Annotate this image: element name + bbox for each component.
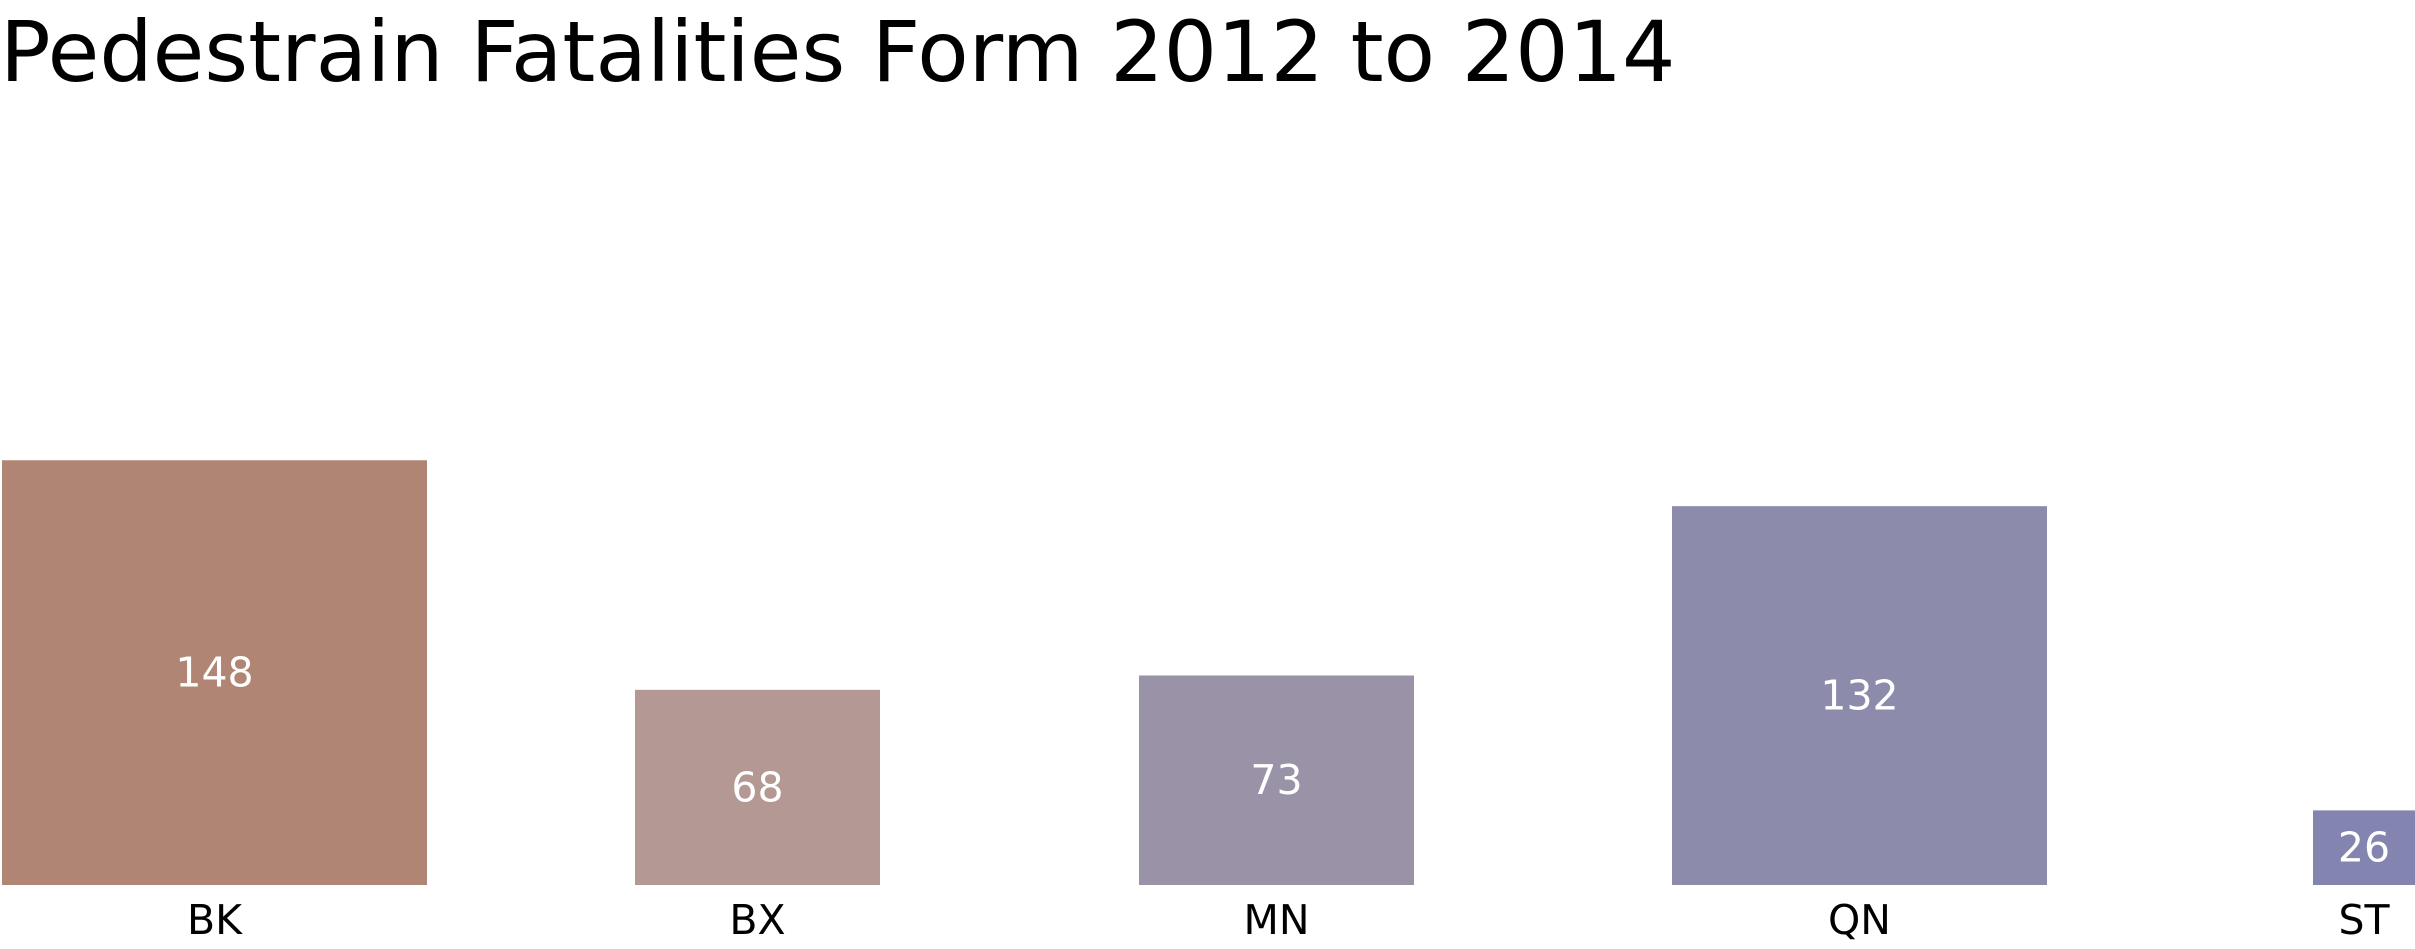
category-label-bx: BX [729,896,785,944]
category-label-qn: QN [1828,896,1891,944]
category-label-bk: BK [187,896,243,944]
bar-value-label-bx: 68 [731,763,783,811]
bar-bx [635,689,880,885]
bar-value-label-bk: 148 [175,649,253,697]
bar-value-label-qn: 132 [1820,672,1898,720]
bar-qn [1672,506,2047,885]
bar-mn [1139,675,1414,885]
bar-st [2313,810,2415,885]
bar-value-label-st: 26 [2338,824,2390,872]
category-labels-layer: BK BX MN QN ST [187,896,2390,944]
bar-bk [2,460,427,885]
category-label-mn: MN [1243,896,1309,944]
bars-layer [2,460,2415,885]
chart-title: Pedestrain Fatalities Form 2012 to 2014 [0,3,1676,101]
bar-value-label-mn: 73 [1250,756,1302,804]
category-label-st: ST [2338,896,2390,944]
bar-labels-layer: 148 68 73 132 26 [175,649,2390,872]
